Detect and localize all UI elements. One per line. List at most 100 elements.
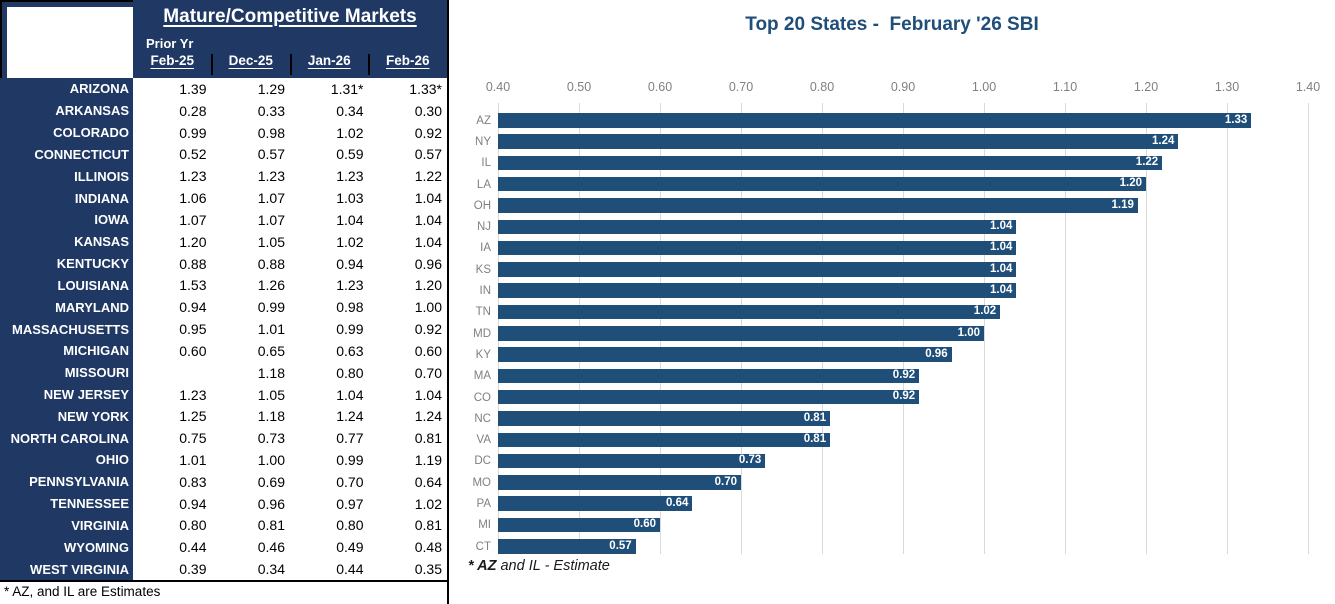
value-cell[interactable]: 1.23: [179, 168, 207, 185]
value-cell[interactable]: 1.24: [414, 408, 442, 425]
state-label[interactable]: WYOMING: [0, 536, 133, 559]
value-cell[interactable]: 1.20: [179, 233, 207, 250]
value-cell[interactable]: 0.70: [336, 473, 364, 490]
state-label[interactable]: MASSACHUSETTS: [0, 318, 133, 340]
bar[interactable]: 1.04: [498, 283, 1017, 298]
value-cell[interactable]: 1.02: [336, 233, 364, 250]
value-cell[interactable]: 1.07: [257, 211, 285, 228]
value-cell[interactable]: 0.96: [414, 255, 442, 272]
bar[interactable]: 0.81: [498, 411, 831, 426]
bar[interactable]: 0.92: [498, 389, 920, 405]
value-cell[interactable]: 1.02: [414, 495, 442, 512]
value-cell[interactable]: 0.99: [257, 299, 285, 316]
value-cell[interactable]: 0.69: [257, 473, 285, 490]
value-cell[interactable]: 1.23: [257, 168, 285, 185]
value-cell[interactable]: 0.80: [336, 364, 364, 381]
state-label[interactable]: NORTH CAROLINA: [0, 427, 133, 450]
value-cell[interactable]: 1.33*: [409, 80, 442, 97]
value-cell[interactable]: 0.99: [179, 124, 207, 141]
state-label[interactable]: COLORADO: [0, 121, 133, 144]
value-cell[interactable]: 0.44: [179, 539, 207, 556]
state-label[interactable]: ILLINOIS: [0, 165, 133, 188]
value-cell[interactable]: 1.04: [414, 190, 442, 207]
state-label[interactable]: CONNECTICUT: [0, 143, 133, 166]
value-cell[interactable]: 1.01: [257, 321, 285, 338]
value-cell[interactable]: 1.22: [414, 168, 442, 185]
state-label[interactable]: TENNESSEE: [0, 492, 133, 515]
state-label[interactable]: ARKANSAS: [0, 99, 133, 122]
bar[interactable]: 1.00: [498, 326, 984, 341]
state-label[interactable]: NEW YORK: [0, 405, 133, 428]
value-cell[interactable]: 0.34: [336, 102, 364, 119]
state-label[interactable]: PENNSYLVANIA: [0, 470, 133, 493]
value-cell[interactable]: 0.60: [414, 342, 442, 359]
bar[interactable]: 0.96: [498, 347, 952, 362]
value-cell[interactable]: 1.23: [336, 168, 364, 185]
bar[interactable]: 0.92: [498, 368, 920, 384]
value-cell[interactable]: 0.88: [179, 255, 207, 272]
value-cell[interactable]: [133, 362, 212, 384]
value-cell[interactable]: 0.83: [179, 473, 207, 490]
value-cell[interactable]: 1.04: [414, 386, 442, 403]
bar[interactable]: 1.22: [498, 155, 1163, 171]
value-cell[interactable]: 1.03: [336, 190, 364, 207]
value-cell[interactable]: 1.05: [257, 233, 285, 250]
bar[interactable]: 0.81: [498, 432, 831, 447]
value-cell[interactable]: 0.65: [257, 342, 285, 359]
value-cell[interactable]: 1.00: [414, 299, 442, 316]
value-cell[interactable]: 0.94: [179, 495, 207, 512]
state-label[interactable]: NEW JERSEY: [0, 383, 133, 406]
value-cell[interactable]: 1.18: [257, 364, 285, 381]
value-cell[interactable]: 1.24: [336, 408, 364, 425]
value-cell[interactable]: 1.31*: [330, 80, 364, 97]
value-cell[interactable]: 0.70: [414, 364, 442, 381]
value-cell[interactable]: 1.04: [336, 211, 364, 228]
value-cell[interactable]: 0.88: [257, 255, 285, 272]
value-cell[interactable]: 0.48: [414, 539, 442, 556]
value-cell[interactable]: 1.29: [257, 80, 285, 97]
value-cell[interactable]: 1.04: [336, 386, 364, 403]
state-label[interactable]: OHIO: [0, 449, 133, 471]
bar[interactable]: 0.70: [498, 475, 741, 490]
value-cell[interactable]: 1.53: [179, 277, 207, 294]
value-cell[interactable]: 1.20: [414, 277, 442, 294]
state-label[interactable]: KENTUCKY: [0, 252, 133, 275]
value-cell[interactable]: 0.95: [179, 321, 207, 338]
value-cell[interactable]: 0.92: [414, 321, 442, 338]
value-cell[interactable]: 1.02: [336, 124, 364, 141]
value-cell[interactable]: 1.23: [336, 277, 364, 294]
value-cell[interactable]: 0.57: [257, 146, 285, 163]
value-cell[interactable]: 0.99: [336, 321, 364, 338]
value-cell[interactable]: 0.33: [257, 102, 285, 119]
state-label[interactable]: IOWA: [0, 208, 133, 231]
bar[interactable]: 1.24: [498, 134, 1179, 149]
value-cell[interactable]: 0.35: [414, 561, 442, 578]
state-label[interactable]: MISSOURI: [0, 361, 133, 384]
value-cell[interactable]: 0.34: [257, 561, 285, 578]
state-label[interactable]: MARYLAND: [0, 296, 133, 319]
bar[interactable]: 0.73: [498, 453, 766, 469]
state-label[interactable]: INDIANA: [0, 187, 133, 209]
column-header-jan-26[interactable]: Jan-26: [307, 53, 351, 68]
value-cell[interactable]: 1.01: [179, 451, 207, 468]
value-cell[interactable]: 0.97: [336, 495, 364, 512]
state-label[interactable]: WEST VIRGINIA: [0, 558, 133, 581]
value-cell[interactable]: 0.81: [414, 517, 442, 534]
value-cell[interactable]: 1.04: [414, 233, 442, 250]
bar[interactable]: 0.60: [498, 517, 660, 533]
value-cell[interactable]: 0.98: [336, 299, 364, 316]
bar[interactable]: 1.04: [498, 262, 1017, 277]
bar[interactable]: 1.02: [498, 304, 1001, 320]
state-label[interactable]: LOUISIANA: [0, 274, 133, 297]
value-cell[interactable]: 0.94: [336, 255, 364, 272]
state-label[interactable]: ARIZONA: [0, 78, 133, 100]
value-cell[interactable]: 0.49: [336, 539, 364, 556]
value-cell[interactable]: 0.96: [257, 495, 285, 512]
value-cell[interactable]: 0.94: [179, 299, 207, 316]
value-cell[interactable]: 0.81: [414, 430, 442, 447]
value-cell[interactable]: 0.52: [179, 146, 207, 163]
bar[interactable]: 1.20: [498, 176, 1146, 192]
value-cell[interactable]: 1.18: [257, 408, 285, 425]
bar[interactable]: 1.33: [498, 113, 1252, 128]
value-cell[interactable]: 0.98: [257, 124, 285, 141]
